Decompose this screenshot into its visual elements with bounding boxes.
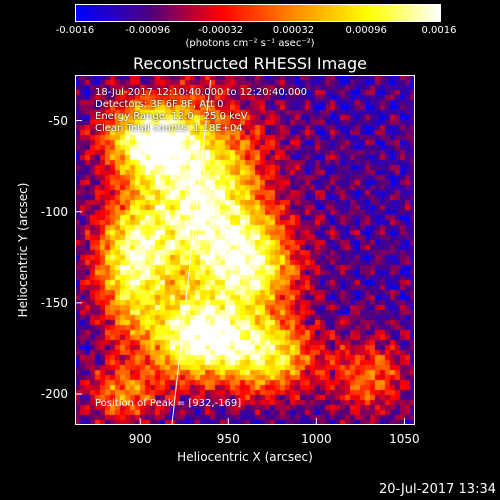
colorbar-tick-label: 0.00096	[345, 25, 387, 36]
plot-area: 18-Jul-2017 12:10:40.000 to 12:20:40.000…	[75, 75, 415, 425]
peak-position-label: Position of Peak = [932,-169]	[95, 398, 242, 409]
x-tick-label: 1000	[301, 432, 332, 446]
y-tick-label: -200	[40, 387, 68, 401]
colorbar-tick-label: -0.0016	[55, 25, 95, 36]
timestamp: 20-Jul-2017 13:34	[378, 482, 496, 497]
info-energy-range: Energy Range: 12.0 - 25.0 keV	[95, 111, 248, 122]
colorbar-gradient	[76, 5, 440, 21]
heatmap-image	[75, 75, 415, 425]
y-tick-label: -100	[40, 204, 68, 219]
y-axis-label: Heliocentric Y (arcsec)	[16, 182, 30, 318]
chart-title: Reconstructed RHESSI Image	[133, 54, 367, 73]
colorbar-label: (photons cm⁻² s⁻¹ asec⁻²)	[185, 38, 315, 49]
y-tick-label: -50	[48, 113, 68, 128]
info-time-range: 18-Jul-2017 12:10:40.000 to 12:20:40.000	[95, 87, 307, 98]
colorbar-tick-label: -0.00096	[125, 25, 171, 36]
overlay-layer	[75, 80, 405, 425]
info-detectors: Detectors: 3F 6F 8F, Att 0	[95, 99, 224, 110]
y-tick-label: -150	[40, 295, 68, 310]
colorbar	[75, 4, 441, 22]
colorbar-tick-label: -0.00032	[198, 25, 244, 36]
colorbar-tick-label: 0.00032	[272, 25, 315, 36]
info-clean-counts: Clean Total counts: 1.18E+04	[95, 123, 243, 134]
x-tick-label: 950	[216, 432, 240, 446]
colorbar-tick-label: 0.0016	[421, 25, 457, 36]
x-axis-label: Heliocentric X (arcsec)	[177, 450, 313, 464]
x-tick-label: 900	[128, 432, 152, 446]
solar-limb-line	[171, 80, 212, 425]
x-tick-label: 1050	[389, 432, 420, 446]
